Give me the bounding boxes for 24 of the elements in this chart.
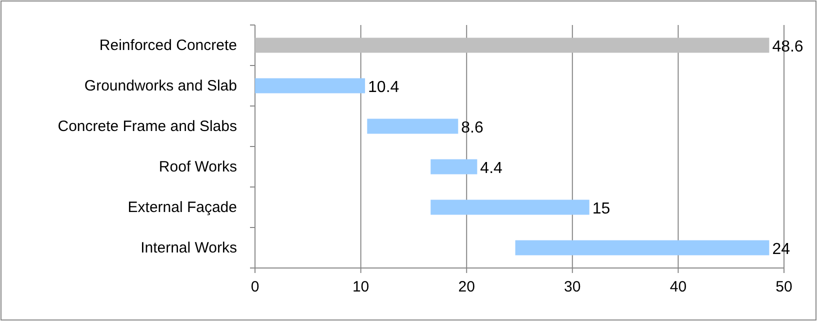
x-tick-label: 0 bbox=[250, 278, 260, 296]
y-tick-label: Groundworks and Slab bbox=[84, 78, 237, 95]
y-tick-label: External Façade bbox=[128, 199, 237, 216]
y-tick-label: Internal Works bbox=[140, 240, 237, 257]
bar bbox=[255, 78, 366, 94]
x-tick-label: 20 bbox=[458, 278, 475, 296]
x-tick-label: 40 bbox=[670, 278, 687, 296]
y-tick-label: Reinforced Concrete bbox=[99, 37, 237, 54]
bar bbox=[367, 118, 458, 134]
data-label: 15 bbox=[592, 200, 610, 218]
data-label: 8.6 bbox=[461, 119, 484, 136]
bar bbox=[430, 159, 478, 174]
y-tick-label: Concrete Frame and Slabs bbox=[58, 118, 237, 136]
y-tick-label: Roof Works bbox=[158, 158, 237, 176]
x-tick-label: 30 bbox=[564, 278, 581, 296]
bar bbox=[515, 240, 770, 256]
bar bbox=[255, 38, 770, 53]
data-label: 10.4 bbox=[368, 78, 400, 96]
data-label: 48.6 bbox=[772, 38, 804, 56]
data-label: 24 bbox=[772, 240, 790, 258]
x-tick-label: 50 bbox=[776, 278, 792, 296]
x-tick-label: 10 bbox=[352, 278, 370, 296]
bar bbox=[430, 200, 590, 215]
data-label: 4.4 bbox=[480, 160, 503, 177]
